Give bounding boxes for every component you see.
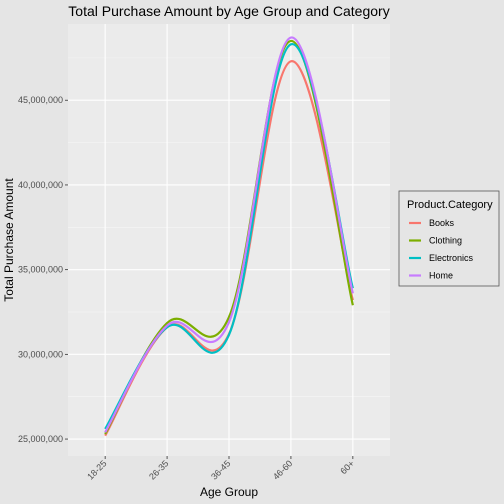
legend-label-clothing: Clothing — [429, 236, 462, 246]
chart-title: Total Purchase Amount by Age Group and C… — [68, 3, 389, 19]
x-tick-label: 26-35 — [147, 458, 170, 481]
x-axis-title: Age Group — [200, 485, 258, 499]
series-lines — [104, 36, 354, 437]
x-tick-label: 60+ — [338, 458, 356, 476]
legend-label-books: Books — [429, 218, 455, 228]
y-tick-label: 40,000,000 — [18, 180, 63, 190]
y-tick-label: 35,000,000 — [18, 265, 63, 275]
legend: Product.Category Books Clothing Electronic… — [398, 190, 500, 287]
legend-label-home: Home — [429, 271, 453, 281]
series-line-home — [104, 36, 354, 433]
grid-lines — [68, 24, 390, 456]
x-tick-label: 18-25 — [85, 458, 108, 481]
x-tick-label: 46-60 — [271, 458, 294, 481]
x-axis: 18-25 26-35 36-45 46-60 60+ — [85, 456, 356, 482]
y-axis: 25,000,000 30,000,000 35,000,000 40,000,000… — [18, 95, 68, 444]
y-axis-title: Total Purchase Amount — [2, 178, 16, 302]
y-tick-label: 45,000,000 — [18, 95, 63, 105]
legend-label-electronics: Electronics — [429, 253, 474, 263]
legend-title: Product.Category — [407, 199, 493, 211]
y-tick-label: 25,000,000 — [18, 434, 63, 444]
x-tick-label: 36-45 — [209, 458, 232, 481]
legend-box — [398, 190, 500, 287]
y-tick-label: 30,000,000 — [18, 349, 63, 359]
